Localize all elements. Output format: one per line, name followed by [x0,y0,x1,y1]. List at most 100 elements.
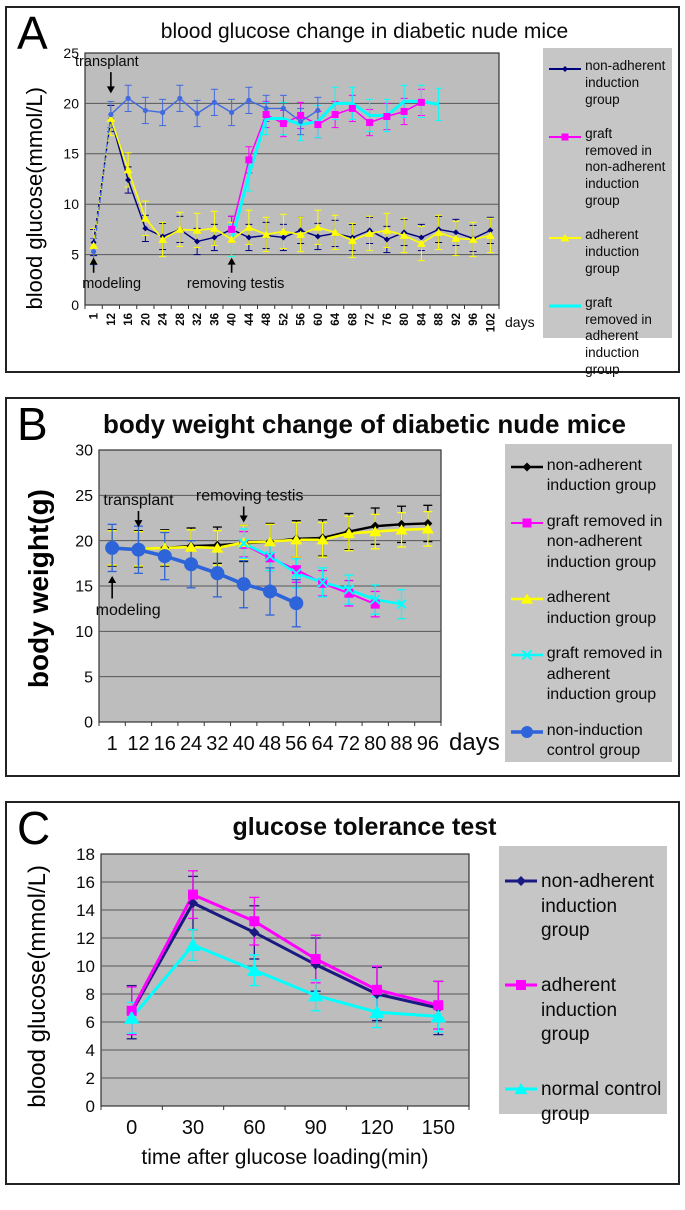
series-markers [123,938,447,1024]
y-tick-label: 10 [75,624,93,641]
diamond-marker [280,234,287,241]
chart-svg-b: 0 5 10 15 20 25 30 1 12 16 24 32 40 48 56 64 72 80 88 96 day… [75,443,500,756]
circle-marker [142,107,149,114]
plot-area [100,853,470,1107]
y-tick-label: 5 [71,247,79,263]
x-tick-label: 16 [153,733,175,755]
diamond-marker [142,225,149,232]
y-tick-label: 8 [86,985,95,1004]
x-tick-label: 72 [338,733,360,755]
x-tick-label: 44 [244,312,256,325]
x-tick-label: 80 [364,733,386,755]
legend-item: graft removed in non-adherent induction … [548,126,668,210]
x-tick-label: 28 [175,312,187,325]
circle-marker [246,97,252,103]
chart-row: blood glucose(mmol/L) 0 5 10 15 20 25 1 12 16 20 2… [13,45,672,428]
annotation: modeling [82,257,141,292]
annotation: removing testis [187,257,284,292]
circle-marker [289,596,304,611]
square-marker [344,588,354,598]
circle-marker [157,549,172,564]
triangle-marker [123,165,133,174]
x-tick-label: 30 [182,1117,204,1139]
x-tick-label: 48 [259,733,281,755]
y-axis-label: blood glucose(mmol/L) [24,864,51,1108]
panel-letter-b: B [17,398,48,450]
triangle-marker [123,1010,140,1024]
square-marker [331,110,339,118]
x-tick-label: 80 [399,313,411,326]
y-tick-labels: 0 5 10 15 20 25 30 [75,443,93,732]
square-marker [433,1000,444,1011]
x-marker [369,594,381,605]
legend-marker-diamond-icon [549,66,582,72]
legend-marker-shape [520,593,533,605]
circle-marker [263,105,269,112]
legend-marker-x-icon [510,650,543,661]
circle-marker [236,577,251,592]
chart-title: glucose tolerance test [232,813,497,841]
triangle-marker [141,214,150,222]
y-tick-label: 15 [64,146,80,162]
series-markers [91,95,321,255]
y-tick-label: 16 [76,873,95,892]
legend-item-label: non-induction control group [546,721,643,760]
diamond-marker [314,233,321,240]
legend-marker-square-icon [510,518,543,528]
legend-item-label: graft removed in adherent induction grou… [546,645,663,704]
triangle-marker [175,225,185,233]
x-marker [343,584,354,595]
series-markers [89,114,495,249]
x-tick-labels: 1 12 16 20 24 28 32 36 40 44 48 52 56 60 64 68 72 76 80 84 8… [89,312,498,332]
x-axis-title: days [449,729,500,756]
x-tick-label: 24 [180,733,202,755]
y-tick-label: 14 [76,901,95,920]
triangle-marker [468,235,478,243]
y-tick-label: 0 [86,1097,95,1116]
legend-item-label: non-adherent induction group [541,871,655,942]
triangle-marker [342,527,355,539]
diamond-marker [383,236,390,243]
panel-b: B body weight change of diabetic nude mi… [5,397,680,777]
x-marker [264,550,275,562]
square-marker [417,98,425,106]
triangle-marker [382,226,392,234]
x-tick-label: 56 [285,733,307,755]
legend-item: graft removed in adherent induction grou… [548,295,668,379]
chart-canvas-c: 0 2 4 6 8 10 12 14 16 18 0 30 60 90 120 150 time after g… [63,845,495,1175]
legend-marker-triangle-icon [549,234,582,242]
triangle-marker [395,524,408,535]
y-tick-label: 10 [76,957,95,976]
triangle-marker [421,523,434,534]
legend-item: non-adherent induction group [548,58,668,109]
legend-marker-shape [522,518,532,528]
x-axis-title: time after glucose loading(min) [141,1146,428,1169]
x-tick-label: 16 [123,313,135,326]
x-tick-label: 48 [261,312,273,325]
y-tick-label: 4 [86,1041,95,1060]
triangle-marker [279,227,288,235]
triangle-marker [296,230,306,238]
x-tick-label: 102 [485,313,497,332]
x-tick-label: 40 [227,313,239,326]
chart-canvas-b: 0 5 10 15 20 25 30 1 12 16 24 32 40 48 56 64 72 80 88 96 day… [65,443,501,767]
y-axis-label: blood glucose(mmol/L) [22,86,48,310]
triangle-marker [261,230,271,238]
x-tick-label: 24 [158,312,170,325]
annotation-label: removing testis [196,487,304,504]
x-tick-label: 20 [140,313,152,326]
y-tick-label: 20 [75,533,93,550]
legend-marker-shape [516,980,526,991]
x-tick-label: 12 [127,733,149,755]
x-axis-title: days [505,314,535,330]
x-tick-label: 88 [434,312,446,325]
y-axis-label: body weight(g) [22,489,54,689]
diamond-marker [310,959,321,970]
x-tick-label: 64 [330,312,342,325]
circle-marker [280,105,287,112]
y-tick-labels: 0 2 4 6 8 10 12 14 16 18 [76,845,95,1116]
triangle-marker [89,241,99,249]
series-line [130,893,439,1012]
triangle-marker [246,963,263,977]
